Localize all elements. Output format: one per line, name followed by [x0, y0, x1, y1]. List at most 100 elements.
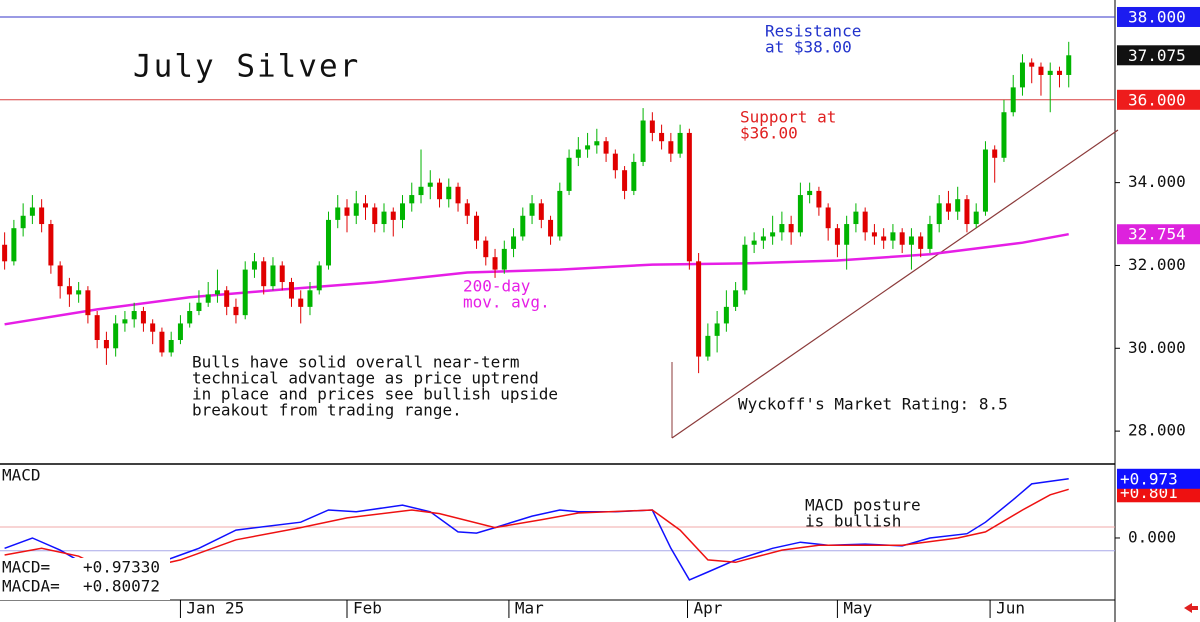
- candle-body: [464, 203, 470, 216]
- candle-body: [899, 232, 905, 245]
- candle-body: [834, 228, 840, 245]
- candle-body: [205, 294, 211, 303]
- candle-body: [325, 219, 331, 266]
- candle-body: [538, 203, 544, 220]
- annotation: is bullish: [805, 512, 901, 531]
- candle-body: [955, 199, 961, 212]
- candle-body: [585, 145, 591, 150]
- candle-body: [714, 323, 720, 336]
- scroll-arrow[interactable]: [1184, 603, 1198, 613]
- candle-body: [1038, 66, 1044, 75]
- annotation: $36.00: [740, 124, 798, 143]
- candle-body: [797, 195, 803, 233]
- price-tag: [1117, 45, 1200, 66]
- candle-body: [677, 132, 683, 154]
- candle-body: [668, 141, 674, 154]
- candle-body: [511, 236, 517, 249]
- candle-body: [742, 244, 748, 291]
- candle-body: [1047, 70, 1053, 75]
- legend-value: +0.80072: [83, 577, 160, 596]
- candle-body: [945, 203, 951, 212]
- annotation: Wyckoff's Market Rating: 8.5: [738, 395, 1008, 414]
- candle-body: [57, 265, 63, 287]
- candle-body: [196, 302, 202, 312]
- candle-body: [548, 219, 554, 237]
- panel-title: MACD: [2, 466, 41, 485]
- candle-body: [224, 290, 230, 307]
- candle-body: [529, 203, 535, 216]
- candle-body: [251, 261, 257, 270]
- candle-body: [390, 211, 396, 220]
- candle-body: [853, 211, 859, 225]
- candle-body: [288, 282, 294, 299]
- candle-body: [233, 306, 239, 316]
- candle-body: [159, 331, 165, 353]
- y-tick-label: 30.000: [1128, 338, 1186, 357]
- candle-body: [622, 170, 628, 191]
- y-tick-label: 32.000: [1128, 255, 1186, 274]
- candle-body: [705, 335, 711, 357]
- candle-body: [362, 203, 368, 208]
- price-tag: [1117, 6, 1200, 27]
- candle-body: [936, 203, 942, 225]
- candle-body: [918, 236, 924, 249]
- candle-body: [927, 224, 933, 249]
- candle-body: [575, 149, 581, 158]
- candle-body: [760, 236, 766, 241]
- candle-body: [723, 306, 729, 324]
- candle-body: [242, 269, 248, 316]
- candle-body: [400, 203, 406, 220]
- macd-line: [4, 488, 1069, 576]
- x-tick-label: Jan 25: [186, 599, 244, 618]
- y-tick-label: 0.000: [1128, 527, 1176, 546]
- annotation: in place and prices see bullish upside: [192, 385, 558, 404]
- value-tag: [1117, 468, 1200, 489]
- candle-body: [113, 323, 119, 349]
- candle-body: [964, 199, 970, 225]
- candle-body: [973, 211, 979, 225]
- candle-body: [140, 311, 146, 324]
- candle-body: [825, 207, 831, 229]
- candle-body: [335, 207, 341, 220]
- candle-body: [1010, 87, 1016, 113]
- legend-name: MACD=: [2, 558, 50, 577]
- candle-body: [501, 248, 507, 270]
- candle-body: [270, 265, 276, 287]
- annotation: Resistance: [765, 22, 861, 41]
- candle-body: [353, 203, 359, 216]
- candle-body: [177, 323, 183, 341]
- candle-body: [307, 290, 313, 307]
- candle-body: [770, 232, 776, 237]
- price-tag-label: 38.000: [1128, 7, 1186, 26]
- annotation: at $38.00: [765, 38, 852, 57]
- candle-body: [261, 261, 267, 287]
- moving-average-label: mov. avg.: [463, 293, 550, 312]
- x-tick-label: Apr: [694, 599, 723, 618]
- candle-body: [150, 323, 156, 332]
- x-tick-label: Jun: [996, 599, 1025, 618]
- candle-body: [844, 224, 850, 245]
- candle-body: [807, 190, 813, 196]
- candle-body: [1066, 55, 1072, 75]
- candle-body: [659, 132, 665, 142]
- candle-body: [427, 182, 433, 187]
- annotation: technical advantage as price uptrend: [192, 369, 539, 388]
- annotation: Support at: [740, 108, 836, 127]
- candle-body: [409, 195, 415, 204]
- candle-body: [168, 340, 174, 353]
- candle-body: [696, 261, 702, 357]
- legend-box: [0, 558, 170, 600]
- candle-body: [871, 232, 877, 237]
- candle-body: [733, 290, 739, 307]
- candle-body: [1029, 62, 1035, 67]
- candle-body: [686, 132, 692, 262]
- candle-body: [85, 290, 91, 316]
- candle-body: [39, 207, 45, 225]
- candle-body: [1001, 112, 1007, 158]
- candle-body: [779, 224, 785, 233]
- candle-body: [492, 257, 498, 270]
- candle-body: [557, 190, 563, 237]
